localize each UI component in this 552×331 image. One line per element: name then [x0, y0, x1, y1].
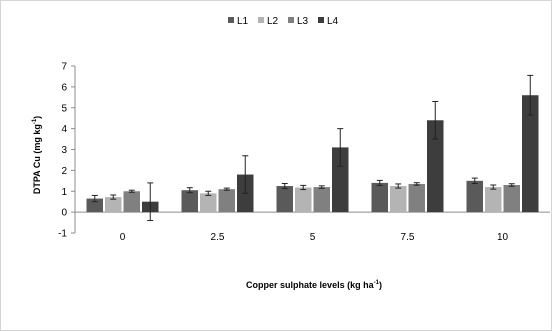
- x-tick-label: 0: [120, 232, 126, 243]
- y-axis: -1 0 1 2 3 4 5 6 7: [58, 62, 76, 240]
- legend: L1 L2 L3 L4: [228, 16, 339, 27]
- legend-swatch-l3: [288, 17, 294, 23]
- bar-l4: [522, 95, 539, 213]
- y-tick-label: 0: [61, 208, 67, 219]
- error-bars-layer: [91, 74, 534, 221]
- legend-label-l2: L2: [267, 16, 279, 27]
- bar-l3: [123, 191, 140, 213]
- legend-swatch-l4: [318, 17, 324, 23]
- y-tick-label: 7: [61, 62, 67, 73]
- bar-l3: [313, 187, 330, 213]
- bar-l1: [371, 182, 388, 213]
- y-tick-label: 6: [61, 82, 67, 93]
- legend-swatch-l1: [228, 17, 234, 23]
- x-tick-label: 10: [497, 232, 509, 243]
- bars-layer: [86, 95, 539, 213]
- y-tick-label: -1: [58, 229, 67, 240]
- bar-l1: [181, 190, 198, 213]
- bar-l1: [276, 186, 293, 213]
- bar-l3: [218, 189, 235, 213]
- y-tick-label: 5: [61, 103, 67, 114]
- y-tick-label: 1: [61, 187, 67, 198]
- bar-l2: [485, 187, 502, 213]
- x-tick-label: 2.5: [211, 232, 225, 243]
- legend-label-l1: L1: [237, 16, 249, 27]
- bar-l4: [427, 120, 444, 213]
- legend-swatch-l2: [258, 17, 264, 23]
- x-axis-title: Copper sulphate levels (kg ha-1): [246, 280, 382, 290]
- bar-l1: [466, 180, 483, 213]
- x-tick-label: 7.5: [401, 232, 415, 243]
- bar-l4: [332, 147, 349, 213]
- bar-l3: [503, 184, 520, 213]
- x-axis: 0 2.5 5 7.5 10: [75, 211, 550, 243]
- legend-label-l3: L3: [297, 16, 309, 27]
- bar-l2: [105, 197, 122, 213]
- bar-l3: [408, 183, 425, 213]
- y-axis-title: DTPA Cu (mg kg-1): [32, 116, 42, 194]
- x-tick-label: 5: [310, 232, 316, 243]
- bar-l2: [200, 193, 217, 213]
- y-tick-label: 2: [61, 166, 67, 177]
- legend-label-l4: L4: [327, 16, 339, 27]
- bar-l1: [86, 198, 103, 213]
- y-tick-label: 4: [61, 124, 67, 135]
- bar-l2: [390, 186, 407, 213]
- y-tick-label: 3: [61, 145, 67, 156]
- bar-l2: [295, 187, 312, 213]
